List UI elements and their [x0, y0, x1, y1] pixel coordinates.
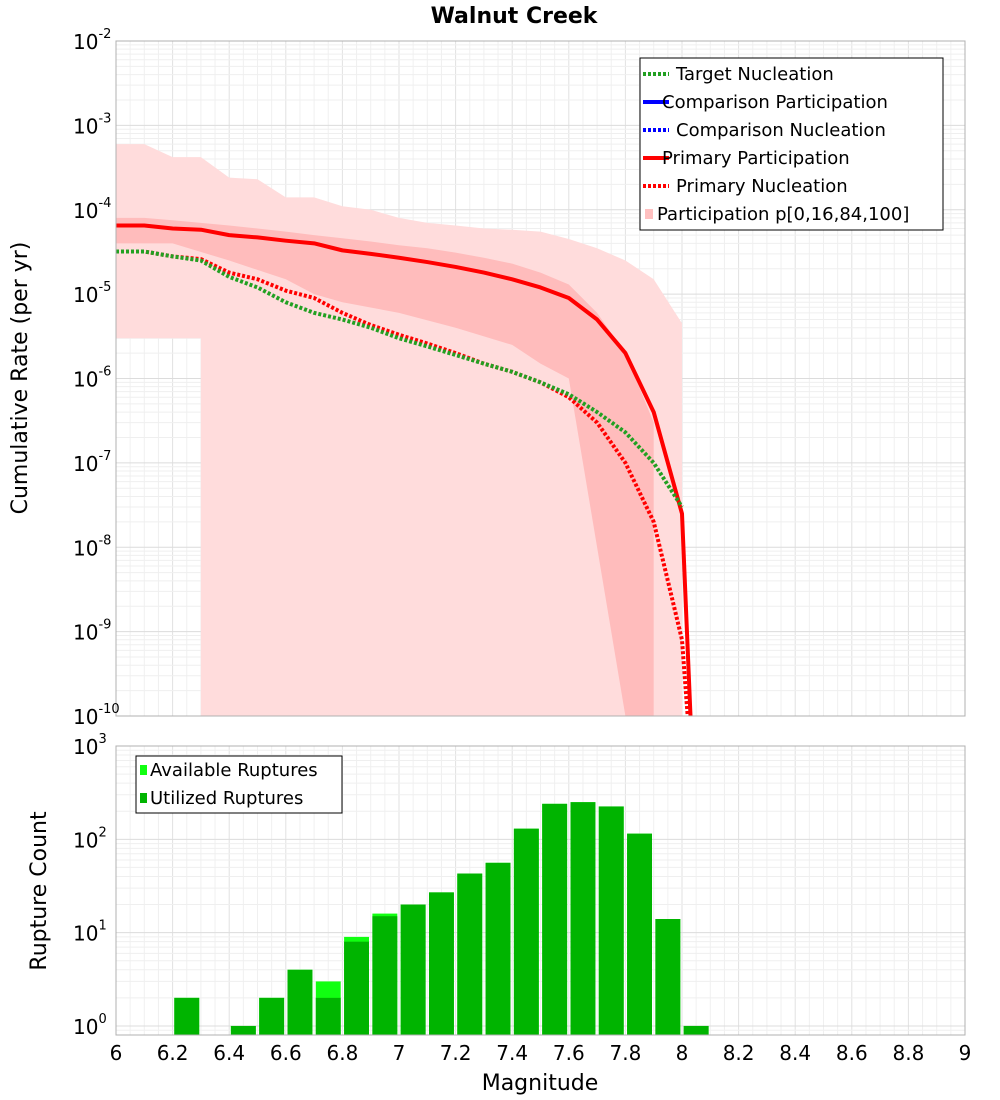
y-tick-label: 10-3 — [73, 111, 111, 138]
legend-label: Participation p[0,16,84,100] — [657, 204, 909, 225]
x-tick-label: 8 — [676, 1041, 689, 1065]
x-tick-labels: 6 6.2 6.4 6.6 6.8 7 7.2 7.4 7.6 7.8 8 8.2 8.4 8.6 8.8 9 — [110, 1041, 972, 1065]
bottom-y-axis-title: Rupture Count — [27, 811, 52, 971]
cumulative-rate-plot: 10-10 10-9 10-8 10-7 10-6 10-5 10-4 10-3 10-2 Cu… — [8, 27, 966, 729]
x-tick-label: 9 — [959, 1041, 972, 1065]
band-participation-p16-p84 — [116, 217, 654, 716]
bar-utilized-ruptures — [570, 802, 596, 1035]
series-primary-participation — [116, 223, 693, 717]
legend-label: Comparison Participation — [662, 92, 888, 113]
legend-label: Primary Participation — [662, 148, 850, 169]
y-tick-label: 10-9 — [73, 618, 111, 645]
x-tick-label: 7.6 — [553, 1041, 585, 1065]
x-axis-title: Magnitude — [482, 1071, 599, 1096]
bar-utilized-ruptures — [344, 941, 370, 1035]
plot-frame-bottom — [115, 745, 966, 1036]
bottom-legend-box — [135, 755, 343, 814]
bar-utilized-ruptures — [655, 919, 681, 1035]
bar-utilized-ruptures — [372, 916, 398, 1035]
legend-swatch — [140, 765, 147, 775]
x-tick-label: 6.4 — [213, 1041, 245, 1065]
y-tick-label: 10-2 — [73, 27, 111, 54]
rate-lines — [116, 223, 693, 717]
bar-utilized-ruptures — [598, 806, 624, 1035]
x-tick-label: 7 — [393, 1041, 406, 1065]
bar-utilized-ruptures — [428, 892, 454, 1035]
x-tick-label: 8.2 — [723, 1041, 755, 1065]
x-tick-label: 6.2 — [157, 1041, 189, 1065]
bar-utilized-ruptures — [287, 969, 313, 1035]
x-tick-label: 8.8 — [892, 1041, 924, 1065]
x-tick-label: 8.4 — [779, 1041, 811, 1065]
legend-label: Available Ruptures — [150, 760, 318, 781]
x-tick-label: 7.8 — [609, 1041, 641, 1065]
top-legend: Target Nucleation Comparison Participatio… — [639, 57, 944, 231]
top-legend-box — [639, 57, 944, 231]
y-tick-label: 10-6 — [73, 365, 111, 392]
bar-utilized-ruptures — [542, 803, 568, 1035]
bottom-y-tick-labels: 100 101 102 103 — [73, 732, 107, 1039]
top-y-axis-title: Cumulative Rate (per yr) — [8, 242, 33, 515]
x-tick-label: 6 — [110, 1041, 123, 1065]
x-tick-label: 6.6 — [270, 1041, 302, 1065]
bar-utilized-ruptures — [400, 904, 426, 1035]
bar-utilized-ruptures — [627, 833, 653, 1035]
legend-swatch — [140, 793, 147, 803]
x-tick-label: 8.6 — [836, 1041, 868, 1065]
y-tick-label: 10-4 — [73, 196, 111, 223]
rupture-bars — [174, 802, 709, 1035]
legend-label: Utilized Ruptures — [150, 788, 303, 809]
legend-swatch — [645, 209, 653, 219]
bottom-legend: Available Ruptures Utilized Ruptures — [135, 755, 343, 814]
y-tick-label: 10-8 — [73, 533, 111, 560]
plot-frame-top — [115, 40, 966, 717]
bar-utilized-ruptures — [513, 828, 539, 1035]
rupture-count-plot: 100 101 102 103 6 6.2 6.4 6.6 6.8 7 7.2 7.4 7.6 7.8 8… — [27, 732, 971, 1096]
series-primary-nucleation — [116, 249, 690, 717]
legend-label: Comparison Nucleation — [676, 120, 886, 141]
bar-utilized-ruptures — [457, 873, 483, 1035]
y-tick-label: 10-10 — [73, 702, 120, 729]
bar-utilized-ruptures — [174, 997, 200, 1035]
legend-label: Primary Nucleation — [676, 176, 848, 197]
y-tick-label: 103 — [73, 732, 107, 759]
chart-title: Walnut Creek — [431, 4, 599, 29]
bar-utilized-ruptures — [259, 997, 285, 1035]
y-tick-label: 10-7 — [73, 449, 111, 476]
legend-label: Target Nucleation — [675, 64, 834, 85]
x-tick-label: 6.8 — [326, 1041, 358, 1065]
bar-utilized-ruptures — [683, 1025, 709, 1035]
y-tick-label: 100 — [73, 1012, 107, 1039]
y-tick-label: 102 — [73, 825, 107, 852]
y-tick-label: 10-5 — [73, 280, 111, 307]
bar-utilized-ruptures — [315, 997, 341, 1035]
bar-utilized-ruptures — [485, 862, 511, 1035]
y-tick-label: 101 — [73, 919, 107, 946]
bar-utilized-ruptures — [230, 1025, 256, 1035]
x-tick-label: 7.4 — [496, 1041, 528, 1065]
x-tick-label: 7.2 — [440, 1041, 472, 1065]
series-target-nucleation — [116, 249, 684, 509]
top-y-tick-labels: 10-10 10-9 10-8 10-7 10-6 10-5 10-4 10-3 10-2 — [73, 27, 120, 729]
